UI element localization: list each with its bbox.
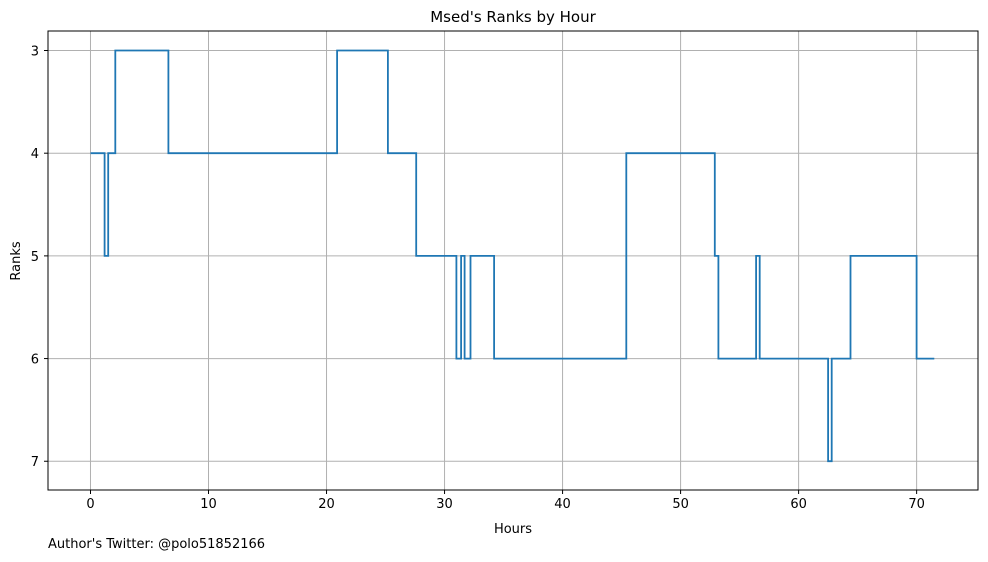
rank-step-line xyxy=(90,49,935,463)
x-tick-label: 20 xyxy=(318,497,335,512)
grid-lines xyxy=(48,31,978,490)
x-axis-ticks: 0 10 20 30 40 50 60 70 xyxy=(86,490,925,512)
y-tick-label: 3 xyxy=(31,45,39,60)
x-tick-label: 50 xyxy=(672,497,689,512)
y-tick-label: 4 xyxy=(31,147,39,162)
x-tick-label: 40 xyxy=(554,497,571,512)
y-axis-ticks: 3 4 5 6 7 xyxy=(31,45,48,470)
y-tick-label: 7 xyxy=(31,455,39,470)
plot-frame xyxy=(47,30,979,491)
x-tick-label: 70 xyxy=(908,497,925,512)
series-layer xyxy=(90,49,935,463)
chart-title: Msed's Ranks by Hour xyxy=(430,8,596,26)
x-tick-label: 0 xyxy=(86,497,94,512)
y-tick-label: 6 xyxy=(31,353,39,368)
y-tick-label: 5 xyxy=(31,250,39,265)
x-axis-label: Hours xyxy=(494,522,532,537)
x-tick-label: 30 xyxy=(436,497,453,512)
author-credit: Author's Twitter: @polo51852166 xyxy=(48,537,266,552)
y-axis-label: Ranks xyxy=(9,241,24,280)
x-tick-label: 60 xyxy=(790,497,807,512)
x-tick-label: 10 xyxy=(200,497,217,512)
